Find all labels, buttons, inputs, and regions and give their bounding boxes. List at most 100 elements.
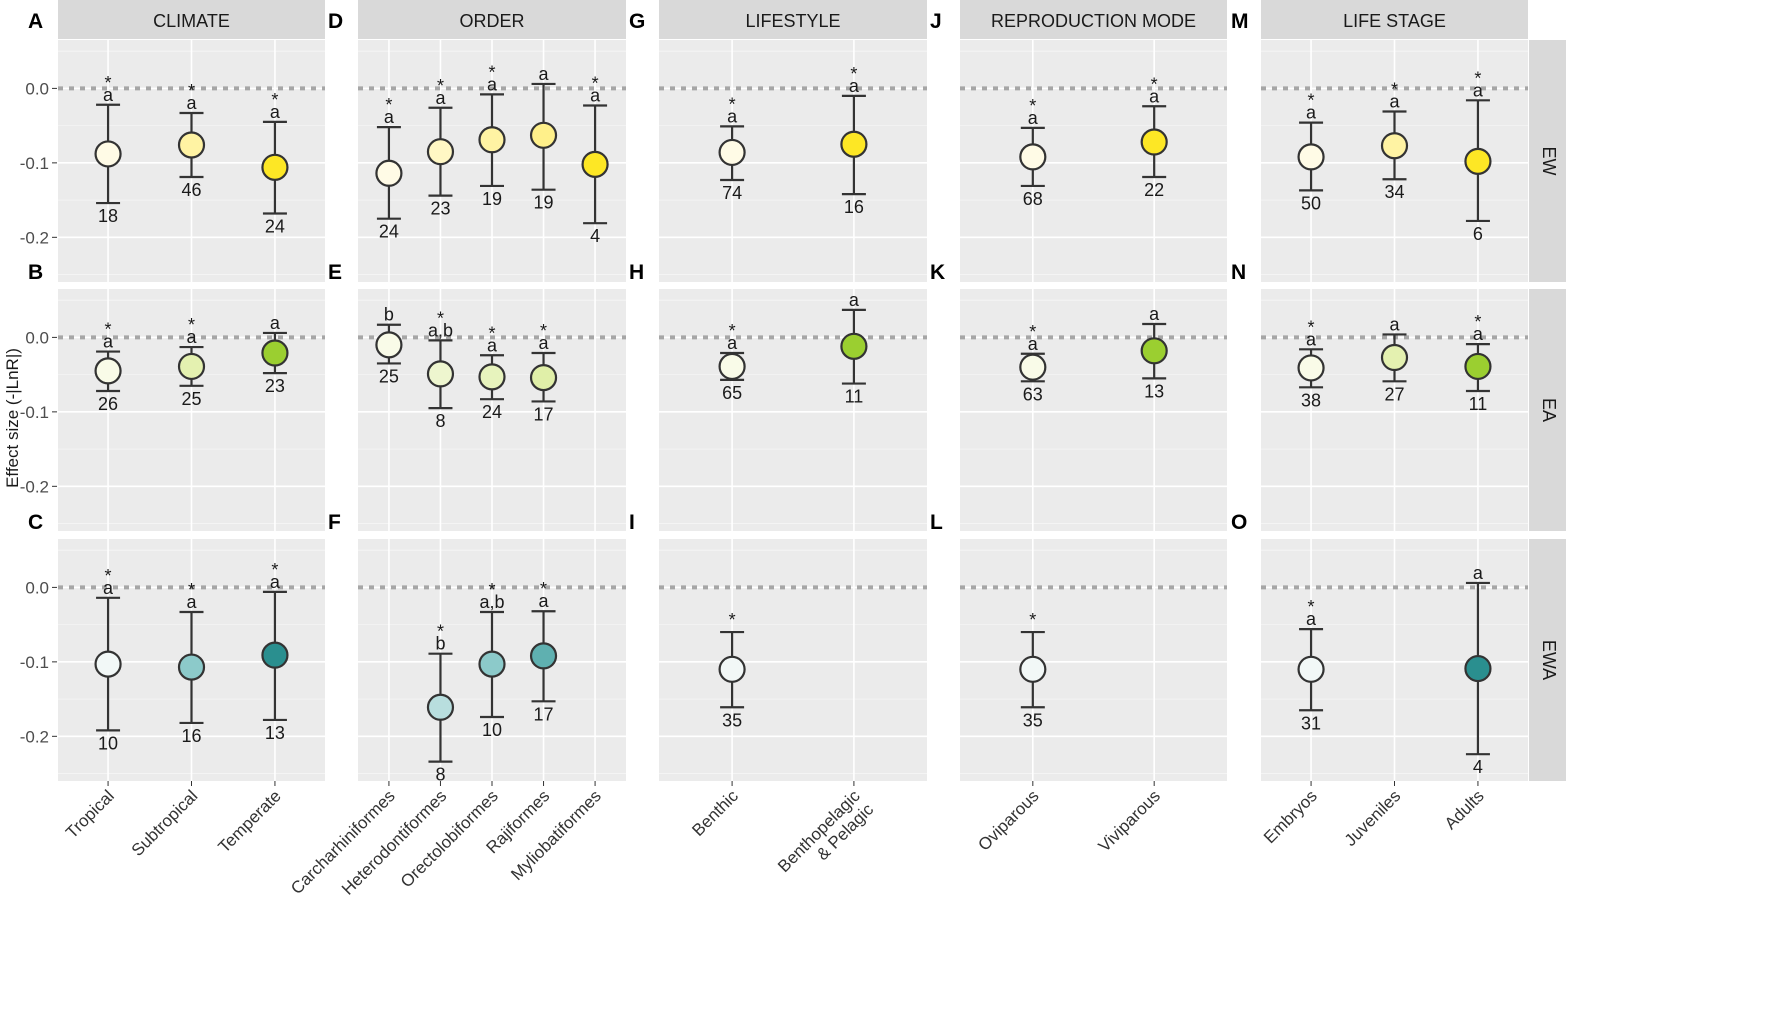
sample-size-label: 68	[1023, 189, 1043, 209]
group-letter-label: a	[103, 578, 114, 598]
row-strip-label: EW	[1539, 147, 1559, 176]
significance-asterisk: *	[592, 74, 599, 94]
significance-asterisk: *	[488, 62, 495, 82]
effect-size-point	[426, 360, 455, 388]
panel-letter: D	[328, 10, 343, 33]
significance-asterisk: *	[729, 610, 736, 630]
row-strip	[1529, 289, 1566, 531]
effect-size-point	[529, 121, 558, 149]
column-strip-label: ORDER	[459, 11, 524, 31]
group-letter-label: a	[849, 76, 860, 96]
x-category-line: Juveniles	[1341, 786, 1405, 850]
group-letter-label: a,b	[428, 320, 453, 340]
x-category-line: Tropical	[62, 786, 118, 842]
significance-asterisk: *	[437, 622, 444, 642]
x-category-label: Tropical	[62, 786, 118, 842]
group-letter-label: a	[1306, 329, 1317, 349]
significance-asterisk: *	[1308, 597, 1315, 617]
y-tick-label: -0.1	[20, 154, 49, 173]
y-tick-label: 0.0	[25, 79, 49, 98]
sample-size-label: 17	[534, 404, 554, 424]
effect-size-point	[840, 332, 868, 360]
sample-size-label: 24	[379, 222, 399, 242]
effect-size-point	[177, 653, 206, 681]
sample-size-label: 22	[1144, 180, 1164, 200]
y-tick-label: 0.0	[25, 328, 49, 347]
sample-size-label: 26	[98, 394, 118, 414]
sample-size-label: 74	[722, 183, 742, 203]
group-letter-label: a	[539, 591, 550, 611]
effect-size-point	[1464, 352, 1492, 381]
significance-asterisk: *	[271, 90, 278, 110]
sample-size-label: 35	[1023, 710, 1043, 730]
sample-size-label: 31	[1301, 713, 1321, 733]
effect-size-point	[1019, 655, 1047, 683]
sample-size-label: 13	[265, 723, 285, 743]
y-tick-label: 0.0	[25, 578, 49, 597]
y-axis-label: Effect size (-|LnR|)	[3, 348, 22, 488]
group-letter-label: a	[270, 102, 281, 122]
sample-size-label: 23	[430, 199, 450, 219]
effect-size-point	[718, 655, 746, 683]
sample-size-label: 8	[435, 411, 445, 431]
sample-size-label: 13	[1144, 381, 1164, 401]
x-category-line: Temperate	[215, 786, 285, 856]
significance-asterisk: *	[850, 64, 857, 84]
effect-size-point	[840, 130, 868, 158]
effect-size-point	[375, 331, 403, 359]
significance-asterisk: *	[540, 321, 547, 341]
effect-size-point	[94, 140, 122, 168]
effect-size-point	[529, 642, 558, 670]
group-letter-label: a	[849, 290, 860, 310]
x-category-label: Myliobatiformes	[507, 786, 605, 884]
y-tick-label: -0.2	[20, 477, 49, 496]
panel-background	[659, 40, 927, 282]
group-letter-label: a	[1306, 609, 1317, 629]
significance-asterisk: *	[437, 76, 444, 96]
significance-asterisk: *	[1308, 91, 1315, 111]
significance-asterisk: *	[540, 579, 547, 599]
effect-size-point	[261, 339, 289, 367]
effect-size-point	[1464, 654, 1492, 683]
x-category-label: Benthic	[688, 786, 742, 840]
significance-asterisk: *	[188, 81, 195, 101]
significance-asterisk: *	[1308, 317, 1315, 337]
row-strip-label: EWA	[1539, 640, 1559, 680]
effect-size-point	[581, 150, 609, 178]
panel-letter: K	[930, 261, 945, 284]
group-letter-label: a	[727, 106, 738, 126]
group-letter-label: a	[186, 592, 197, 612]
group-letter-label: a	[487, 74, 498, 94]
column-strip-label: REPRODUCTION MODE	[991, 11, 1196, 31]
panel-letter: C	[28, 511, 43, 534]
panel-letter: J	[930, 10, 942, 33]
x-category-label: Temperate	[215, 786, 285, 856]
group-letter-label: a	[1473, 324, 1484, 344]
column-strip	[58, 0, 325, 39]
group-letter-label: a	[1306, 103, 1317, 123]
group-letter-label: a	[1149, 86, 1160, 106]
x-category-label: Juveniles	[1341, 786, 1405, 850]
significance-asterisk: *	[1029, 322, 1036, 342]
significance-asterisk: *	[488, 323, 495, 343]
effect-size-point	[426, 138, 455, 166]
sample-size-label: 34	[1384, 182, 1404, 202]
x-category-line: Viviparous	[1095, 786, 1164, 855]
significance-asterisk: *	[729, 94, 736, 114]
significance-asterisk: *	[1474, 312, 1481, 332]
group-letter-label: b	[384, 305, 394, 325]
panel-background	[960, 539, 1227, 781]
group-letter-label: a	[590, 86, 601, 106]
x-category-label: Viviparous	[1095, 786, 1164, 855]
panel-letter: I	[629, 511, 635, 534]
sample-size-label: 23	[265, 376, 285, 396]
sample-size-label: 4	[590, 226, 600, 246]
effect-size-point	[1140, 337, 1168, 365]
effect-size-point	[375, 159, 403, 187]
sample-size-label: 27	[1384, 384, 1404, 404]
panel-background	[960, 40, 1227, 282]
group-letter-label: a	[103, 332, 114, 352]
panel-letter: F	[328, 511, 341, 534]
effect-size-point	[1019, 143, 1047, 171]
x-category-label: Benthopelagic& Pelagic	[774, 786, 877, 889]
